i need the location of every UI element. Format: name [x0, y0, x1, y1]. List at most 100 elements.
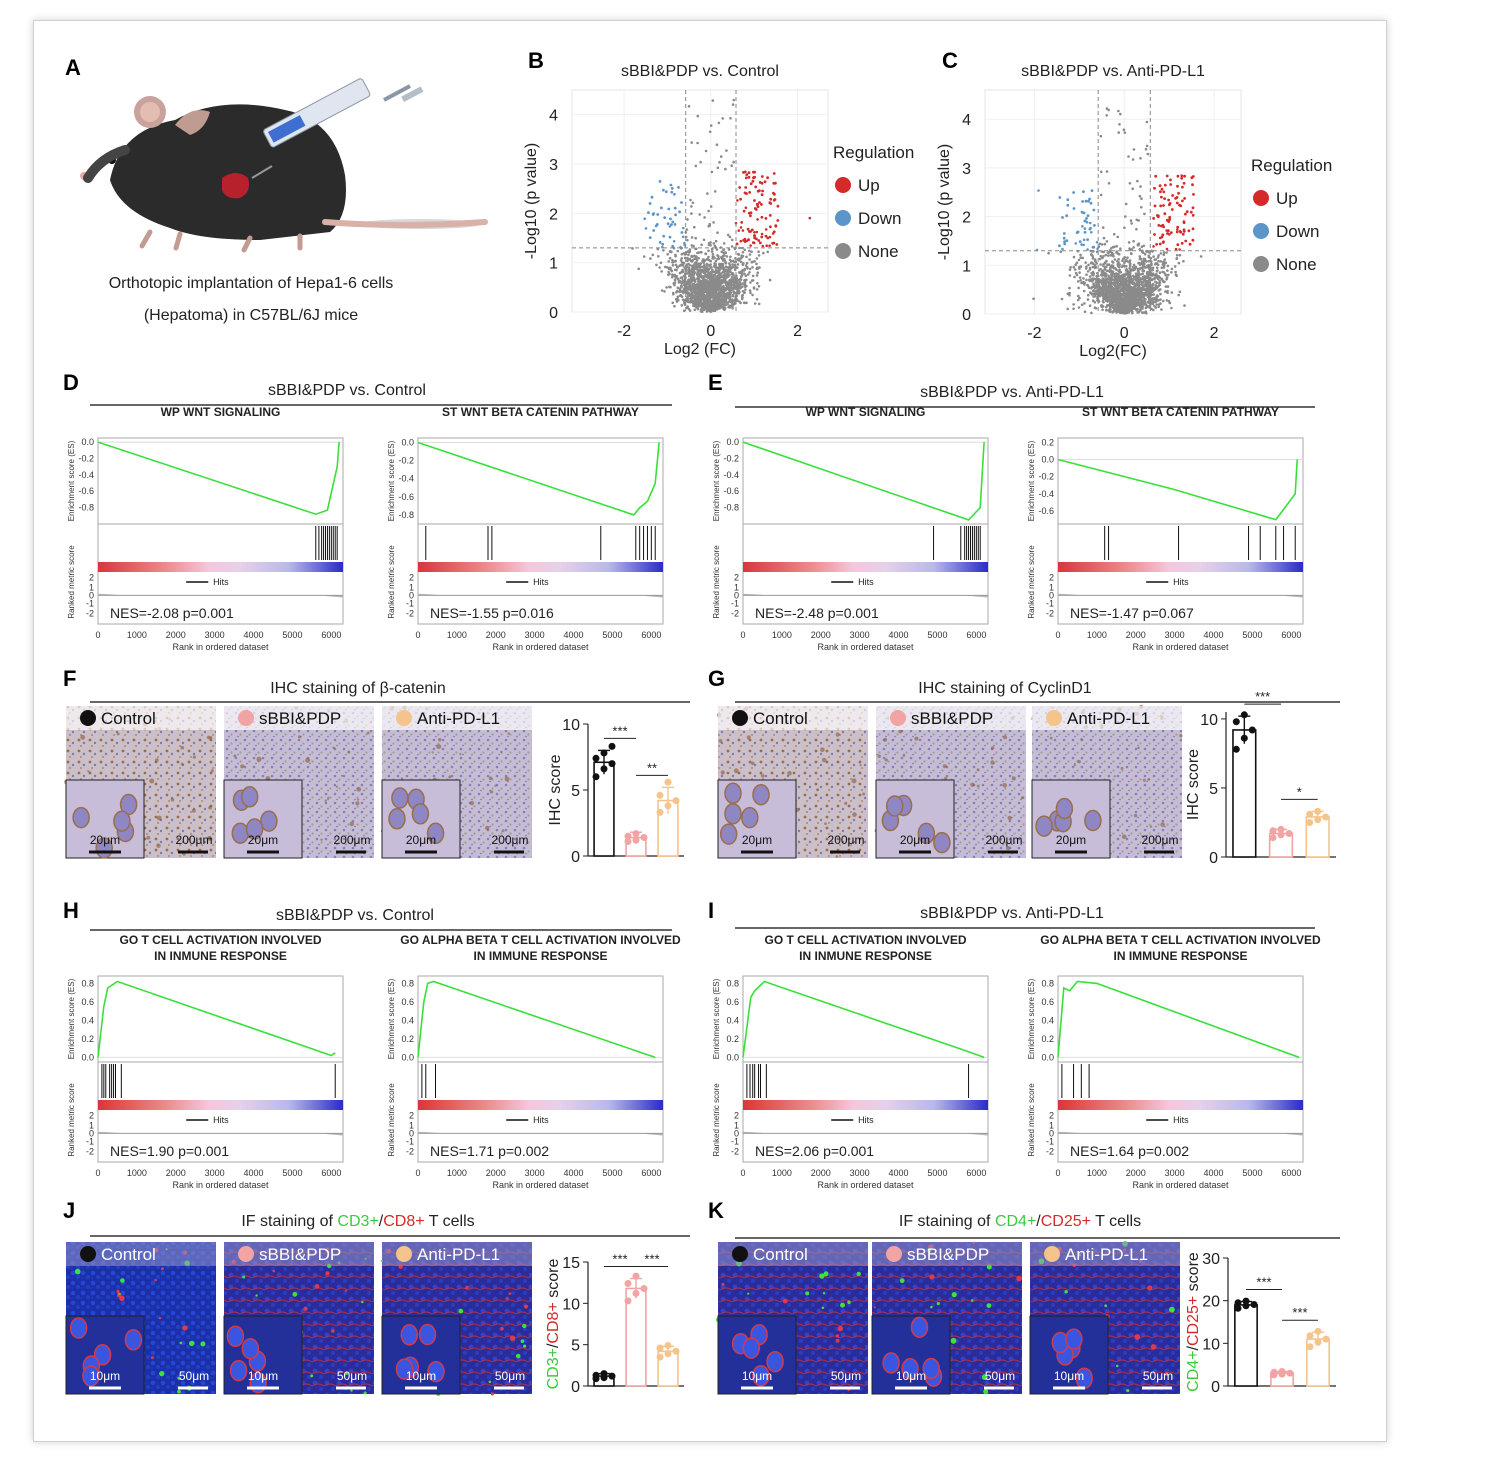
volcano-point [731, 263, 734, 266]
volcano-point [766, 176, 769, 180]
volcano-point [713, 190, 717, 193]
volcano-point [693, 300, 697, 304]
volcano-point [751, 293, 754, 297]
bar-point [664, 802, 672, 810]
gsea-nes: NES=1.90 p=0.001 [110, 1143, 229, 1159]
volcano-point [697, 279, 701, 282]
volcano-point [750, 228, 754, 232]
group-dot [396, 1246, 412, 1262]
gsea-x-tick: 6000 [641, 630, 661, 640]
volcano-point [718, 274, 722, 278]
gsea-title: ST WNT BETA CATENIN PATHWAY [1082, 405, 1279, 419]
volcano-point [744, 264, 748, 267]
volcano-point [1117, 131, 1120, 134]
volcano-point [694, 280, 697, 283]
header-e: sBBI&PDP vs. Anti-PD-L1 [920, 384, 1104, 401]
panel-a-caption-1: Orthotopic implantation of Hepa1-6 cells [109, 275, 394, 292]
ihc-signal [746, 735, 751, 740]
volcano-y-tick: 2 [962, 210, 971, 227]
volcano-point [689, 198, 692, 202]
volcano-point [719, 155, 723, 158]
volcano-point [1163, 258, 1167, 261]
volcano-point [1117, 274, 1120, 278]
volcano-point [725, 149, 728, 152]
volcano-point [658, 180, 662, 183]
gsea-y-tick: 0.2 [726, 1034, 739, 1044]
volcano-point [1105, 170, 1109, 173]
ihc-signal [156, 843, 161, 848]
inset-cell [741, 806, 759, 829]
volcano-point [1072, 191, 1075, 194]
volcano-point [744, 288, 747, 291]
volcano-point [1140, 197, 1143, 200]
volcano-point [686, 256, 689, 260]
volcano-point [1156, 215, 1160, 219]
volcano-point [1079, 253, 1082, 257]
volcano-point [1065, 239, 1069, 243]
volcano-point [680, 281, 683, 284]
volcano-point [1062, 232, 1066, 235]
volcano-point [682, 283, 686, 287]
ihc-signal [366, 731, 370, 735]
volcano-point [749, 244, 752, 247]
volcano-point [1139, 292, 1143, 295]
volcano-point [1147, 254, 1150, 258]
gsea-metric-tick: 2 [89, 1110, 94, 1120]
volcano-point [668, 235, 672, 239]
volcano-point [1072, 255, 1076, 259]
volcano-point [751, 274, 755, 278]
gsea-x-tick: 0 [95, 1168, 100, 1178]
gsea-x-tick: 2000 [486, 630, 506, 640]
volcano-point [729, 260, 733, 263]
if-signal [520, 1339, 525, 1343]
volcano-point [738, 281, 742, 284]
gsea-plot-d1: WP WNT SIGNALING0.0-0.2-0.4-0.6-0.8210-1… [67, 405, 344, 652]
volcano-point [1084, 199, 1088, 203]
volcano-point [1178, 253, 1182, 257]
volcano-point [682, 252, 686, 255]
if-signal [951, 1292, 957, 1298]
inset-cell [885, 795, 904, 817]
volcano-point [707, 271, 710, 275]
volcano-x-tick: -2 [617, 323, 631, 340]
gsea-x-label: Rank in ordered dataset [817, 1180, 914, 1190]
gsea-y-tick: 0.2 [1041, 437, 1054, 447]
volcano-point [1118, 123, 1121, 126]
volcano-point [755, 274, 759, 277]
volcano-legend-label: None [1276, 255, 1317, 274]
volcano-point [1113, 258, 1117, 261]
volcano-point [1145, 144, 1149, 148]
volcano-point [1080, 303, 1084, 307]
ihc-signal [297, 735, 302, 739]
volcano-x-tick: 2 [793, 323, 802, 340]
if-signal [310, 1374, 314, 1378]
if-signal [508, 1292, 512, 1295]
gsea-plot-h2: GO ALPHA BETA T CELL ACTIVATION INVOLVED… [387, 933, 681, 1190]
volcano-point [1133, 276, 1136, 279]
gsea-x-tick: 0 [740, 1168, 745, 1178]
panel-letter-i: I [708, 898, 714, 923]
volcano-point [748, 253, 752, 256]
volcano-point [753, 302, 757, 305]
volcano-point [705, 263, 709, 266]
volcano-point [642, 255, 646, 258]
volcano-point [1179, 230, 1183, 234]
volcano-point [1090, 261, 1094, 265]
volcano-point [706, 289, 710, 293]
gsea-y-label: Enrichment score (ES) [712, 978, 721, 1059]
volcano-point [696, 287, 700, 291]
bar-point [1322, 813, 1330, 821]
inset-cell [231, 822, 250, 844]
bar-point [1270, 1368, 1278, 1376]
volcano-point [664, 265, 667, 269]
bar-point [672, 1347, 680, 1355]
volcano-point [732, 160, 735, 164]
volcano-point [1175, 230, 1179, 234]
volcano-point [1145, 120, 1149, 124]
volcano-point [1133, 289, 1137, 292]
ihc-signal [208, 805, 213, 810]
volcano-point [674, 298, 678, 301]
bar-point [1232, 718, 1240, 726]
volcano-point [1081, 256, 1084, 260]
